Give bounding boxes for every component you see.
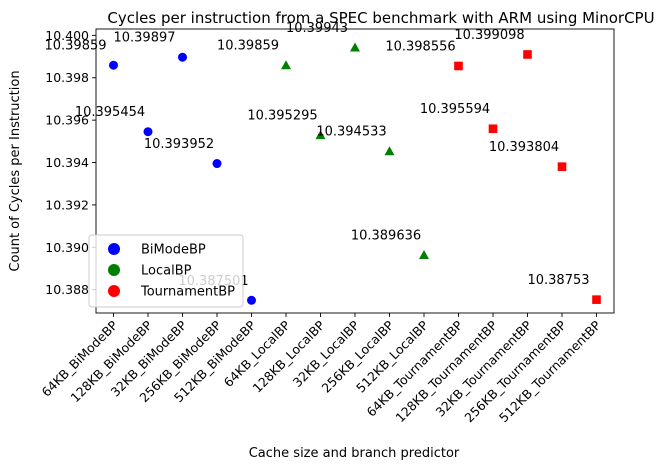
- y-tick-label: 10.394: [45, 155, 89, 170]
- y-axis-label: Count of Cycles per Instruction: [8, 70, 23, 271]
- data-label: 10.395594: [420, 102, 490, 117]
- data-point: [315, 130, 326, 140]
- data-label: 10.39943: [286, 21, 348, 36]
- x-axis-label: Cache size and branch predictor: [249, 446, 460, 461]
- legend-entry: LocalBP: [141, 264, 192, 279]
- legend-marker: [108, 243, 120, 255]
- data-point: [178, 52, 187, 62]
- data-label: 10.393952: [144, 137, 214, 152]
- data-label: 10.39897: [113, 31, 175, 46]
- data-point: [212, 159, 222, 169]
- legend-entry: BiModeBP: [141, 243, 206, 258]
- data-label: 10.395454: [75, 105, 145, 120]
- data-point: [350, 42, 360, 52]
- plot-layer: [109, 42, 601, 305]
- data-label: 10.39859: [44, 39, 106, 54]
- legend-entry: TournamentBP: [140, 285, 235, 300]
- data-point: [419, 250, 429, 260]
- data-point: [109, 60, 118, 70]
- data-point: [281, 60, 291, 70]
- y-tick-label: 10.392: [45, 197, 89, 212]
- chart-title: Cycles per instruction from a SPEC bench…: [107, 9, 654, 27]
- data-label: 10.399098: [454, 28, 524, 43]
- data-label: 10.398556: [385, 39, 455, 54]
- data-point: [557, 162, 567, 171]
- data-label: 10.393804: [489, 140, 559, 155]
- legend-marker: [108, 285, 120, 297]
- data-label: 10.395295: [247, 109, 317, 124]
- data-point: [384, 146, 395, 156]
- y-tick-label: 10.400: [45, 28, 89, 43]
- y-tick-label: 10.396: [45, 113, 89, 128]
- data-label: 10.389636: [351, 229, 421, 244]
- data-point: [523, 50, 532, 59]
- data-point: [247, 295, 256, 305]
- legend-box: [88, 234, 244, 308]
- legend: BiModeBP LocalBP TournamentBP: [88, 234, 244, 308]
- data-point: [592, 295, 601, 304]
- data-label: 10.39859: [217, 39, 279, 54]
- data-point: [488, 124, 498, 134]
- legend-marker: [108, 264, 120, 276]
- y-tick-label: 10.398: [45, 70, 89, 85]
- data-point: [143, 127, 153, 137]
- y-tick-label: 10.390: [45, 240, 89, 255]
- data-point: [454, 61, 463, 71]
- data-label: 10.394533: [316, 125, 386, 140]
- data-label: 10.38753: [527, 273, 589, 288]
- y-tick-label: 10.388: [45, 282, 89, 297]
